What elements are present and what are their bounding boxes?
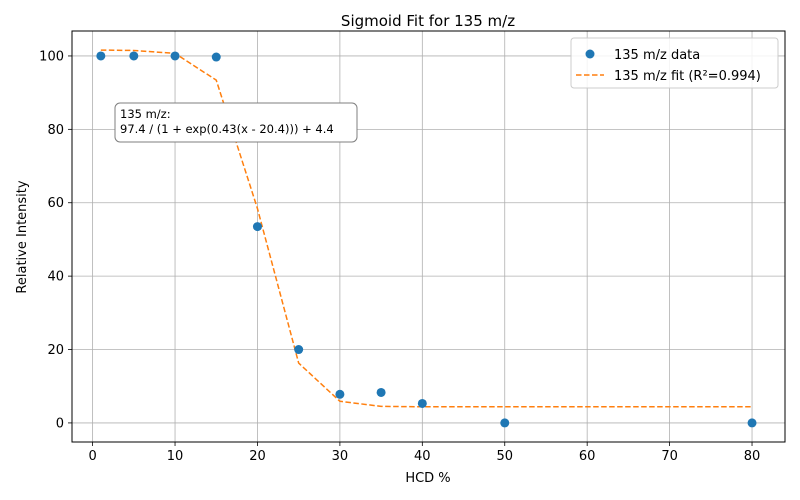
fit-equation-annotation: 135 m/z: 97.4 / (1 + exp(0.43(x - 20.4))…	[114, 102, 358, 143]
x-tick-label: 20	[249, 449, 266, 464]
y-axis-label: Relative Intensity	[15, 180, 30, 293]
x-tick-label: 40	[414, 449, 431, 464]
y-tick-label: 0	[56, 416, 64, 431]
x-tick-label: 10	[167, 449, 184, 464]
y-tick-label: 80	[47, 123, 64, 138]
y-tick-label: 60	[47, 196, 64, 211]
grid	[72, 31, 785, 442]
data-point	[376, 387, 386, 397]
annotation-box	[114, 102, 358, 143]
axes-frame	[71, 30, 786, 443]
y-tick-label: 40	[47, 270, 64, 285]
data-point	[252, 222, 262, 232]
fit-line	[100, 49, 753, 408]
annotation-line-1: 135 m/z:	[120, 107, 171, 121]
fit-series	[100, 49, 753, 408]
y-tick-label: 20	[47, 343, 64, 358]
data-point	[294, 345, 304, 355]
x-tick-label: 30	[332, 449, 349, 464]
data-point	[129, 51, 139, 61]
data-point	[417, 398, 427, 408]
x-tick-label: 50	[496, 449, 513, 464]
annotation-line-2: 97.4 / (1 + exp(0.43(x - 20.4))) + 4.4	[120, 122, 334, 136]
y-tick-label: 100	[39, 49, 64, 64]
chart-title: Sigmoid Fit for 135 m/z	[341, 12, 515, 30]
x-tick-label: 60	[579, 449, 596, 464]
y-ticks: 0 20 40 60 80 100	[39, 49, 72, 431]
data-point	[500, 418, 510, 428]
data-point	[335, 389, 345, 399]
legend-label-data: 135 m/z data	[614, 48, 700, 63]
legend-marker-data	[585, 49, 595, 59]
legend-label-fit: 135 m/z fit (R²=0.994)	[614, 69, 761, 84]
x-tick-label: 70	[661, 449, 678, 464]
x-tick-label: 0	[88, 449, 96, 464]
data-series	[96, 51, 757, 428]
data-point	[747, 418, 757, 428]
legend-box	[570, 37, 779, 89]
legend: 135 m/z data 135 m/z fit (R²=0.994)	[570, 37, 779, 89]
data-point	[96, 51, 106, 61]
x-axis-label: HCD %	[405, 471, 450, 486]
data-point	[170, 51, 180, 61]
data-point	[211, 52, 221, 62]
x-ticks: 0 10 20 30 40 50 60 70 80	[88, 442, 760, 464]
x-tick-label: 80	[744, 449, 761, 464]
